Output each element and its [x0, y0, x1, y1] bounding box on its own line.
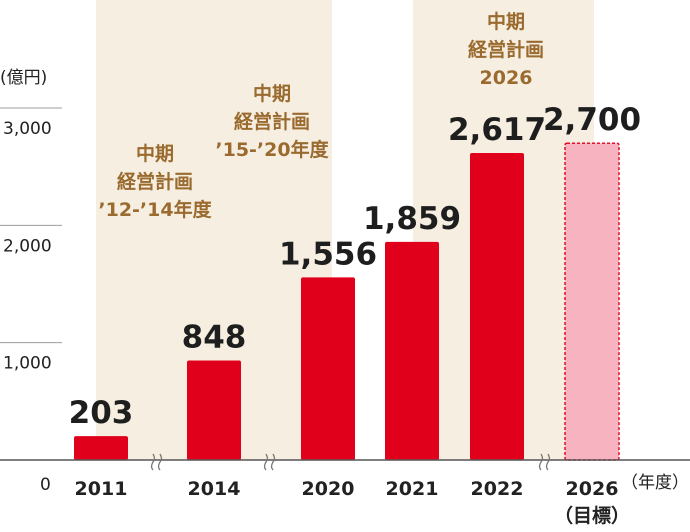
axis-break-3 [538, 453, 544, 471]
y-axis-unit-label: (億円) [0, 68, 47, 88]
axis-break-2-b [270, 453, 276, 471]
bar-2014 [187, 360, 241, 460]
y-tick-0: 0 [40, 475, 51, 495]
plan-label-3-line-2: 経営計画 [468, 38, 544, 61]
value-label-2026: 2,700 [543, 102, 641, 138]
x-tick-2022: 2022 [471, 478, 524, 500]
x-tick-2011: 2011 [75, 478, 128, 500]
y-tick-2000: 2,000 [3, 236, 52, 256]
bar-2011 [74, 436, 128, 460]
value-label-2014: 848 [182, 320, 247, 356]
axis-break-1 [150, 453, 156, 471]
value-label-2011: 203 [69, 395, 134, 431]
x-tick-2026: 2026 [566, 478, 619, 500]
x-tick-2020: 2020 [302, 478, 355, 500]
gridlines [0, 107, 62, 344]
plan-label-2-line-1: 中期 [253, 82, 291, 105]
bars [74, 142, 620, 461]
bar-2021 [385, 241, 439, 460]
bar-2026 [564, 142, 620, 461]
plan-label-2-line-3: ’15-’20年度 [215, 138, 329, 161]
x-tick-note-2026: （目標） [554, 504, 630, 527]
y-axis-ticks: 0 1,000 2,000 3,000 [3, 119, 52, 495]
x-axis-ticks: 2011 2014 2020 2021 2022 2026 （目標） [75, 478, 630, 527]
plan-label-3-line-3: 2026 [480, 67, 533, 89]
value-label-2020: 1,556 [279, 236, 377, 272]
plan-label-1-line-3: ’12-’14年度 [98, 198, 212, 221]
plan-period-bands [96, 0, 594, 460]
value-label-2021: 1,859 [363, 201, 461, 237]
bar-2022 [470, 152, 524, 460]
x-tick-2014: 2014 [188, 478, 241, 500]
axis-break-2 [263, 453, 269, 471]
x-axis [0, 453, 690, 471]
x-tick-2021: 2021 [386, 478, 439, 500]
y-tick-1000: 1,000 [3, 354, 52, 374]
plan-label-1-line-1: 中期 [136, 142, 174, 165]
axis-break-1-b [157, 453, 163, 471]
plan-label-3-line-1: 中期 [487, 10, 525, 33]
plan-label-2-line-2: 経営計画 [234, 110, 310, 133]
axis-break-3-b [545, 453, 551, 471]
plan-label-1-line-2: 経営計画 [117, 170, 193, 193]
x-axis-unit-label: （年度） [621, 473, 689, 493]
value-label-2022: 2,617 [448, 112, 546, 148]
y-tick-3000: 3,000 [3, 119, 52, 139]
bar-2020 [301, 277, 355, 460]
